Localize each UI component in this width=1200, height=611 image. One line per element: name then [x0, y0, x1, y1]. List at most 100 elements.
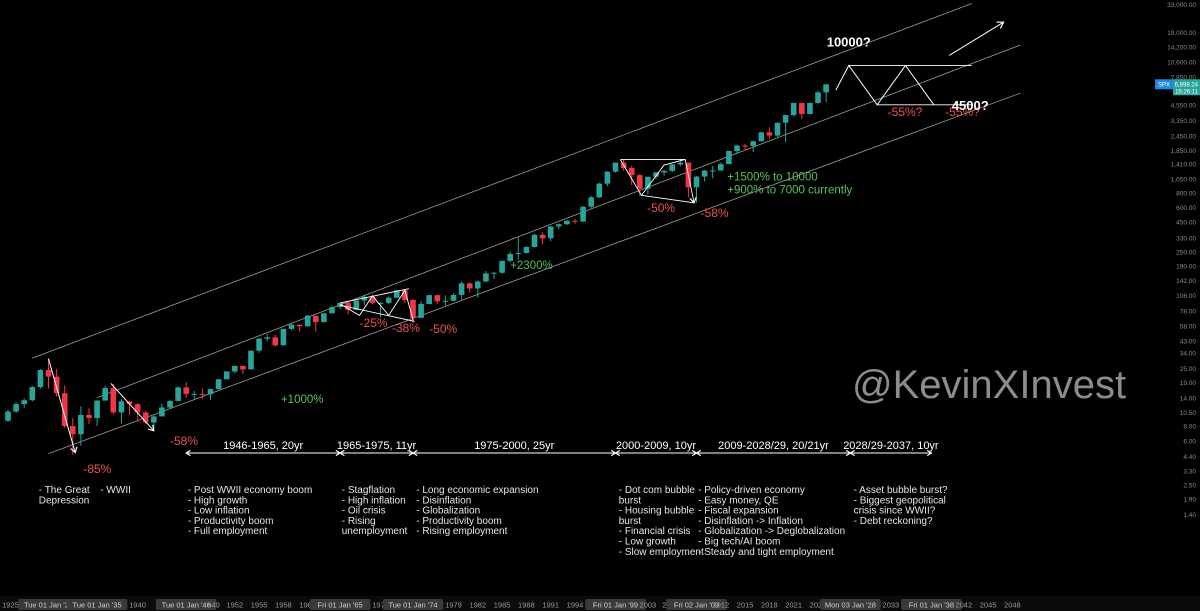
- y-tick-label: 800.00: [1176, 190, 1196, 197]
- candle-body: [677, 162, 684, 165]
- era-note-line: - Fiscal expansion: [698, 506, 779, 517]
- badge-symbol-bg: [1155, 79, 1173, 90]
- wedge-2000-arrowhead: [689, 196, 697, 204]
- candle-body: [126, 401, 133, 405]
- drawdown-label-2: -25%: [360, 316, 388, 330]
- y-tick-label: 190.00: [1176, 263, 1196, 270]
- y-tick-label: 1,050.00: [1171, 177, 1197, 184]
- era-note-line: - Big tech/AI boom: [698, 537, 780, 548]
- badge-time: 16:26:11: [1175, 89, 1199, 95]
- candle-body: [572, 220, 578, 222]
- candle-body: [207, 389, 214, 395]
- candle-body: [418, 303, 424, 318]
- trend-arrowhead: [996, 21, 1005, 29]
- y-tick-label: 10.50: [1180, 410, 1197, 417]
- x-tick-label: Tue 01 Jan '74: [388, 601, 437, 610]
- era-note-line: - Low growth: [619, 537, 676, 548]
- candle-body: [232, 365, 238, 372]
- era-note-line: - Productivity boom: [188, 516, 274, 527]
- candle-body: [288, 324, 295, 329]
- era-note-line: - Easy money, QE: [698, 495, 779, 506]
- era-arrowhead-left-3: [614, 449, 621, 457]
- era-note-6: - Policy-driven economy - Easy money, QE -…: [698, 485, 845, 558]
- candle-body: [86, 414, 92, 419]
- channel-line-upper: [32, 3, 973, 359]
- wedge-1965-bottom: [340, 304, 415, 322]
- candle-body: [434, 295, 441, 302]
- candle-body: [377, 302, 384, 304]
- candle-body: [215, 379, 222, 390]
- era-note-line: unemployment: [342, 526, 408, 537]
- x-tick-label: 1961: [299, 601, 316, 610]
- candle-body: [70, 426, 76, 435]
- x-tick-highlight: [901, 599, 962, 610]
- candle-body: [175, 387, 181, 401]
- y-tick-label: 1.90: [1183, 497, 1196, 504]
- era-label-5: 2028/29-2037, 10yr: [843, 440, 939, 452]
- candle-body: [102, 387, 108, 401]
- candle-body: [37, 370, 44, 388]
- gain-label-3: +900% to 7000 currently: [727, 184, 852, 196]
- candle-body: [94, 400, 100, 419]
- trend-arrow-line: [948, 21, 1004, 56]
- y-axis[interactable]: 33,000.00 19,000.00 14,200.00 10,600.00 7,85…: [1167, 2, 1196, 519]
- drawdown-label-7: -55%?: [888, 105, 923, 119]
- era-label-2: 1975-2000, 25yr: [474, 440, 554, 452]
- era-note-0: - The Great Depression: [39, 485, 90, 506]
- x-tick-label: Fri 02 Jan '09: [674, 601, 719, 610]
- era-label-1: 1965-1975, 11yr: [337, 440, 417, 452]
- era-note-line: - Dot com bubble: [619, 485, 696, 496]
- x-tick-label: 1985: [494, 601, 511, 610]
- candle-body: [159, 407, 165, 417]
- x-tick-highlight: [155, 599, 217, 610]
- candle-body: [167, 400, 173, 408]
- x-tick-label: 2045: [980, 601, 997, 610]
- gain-label-0: +1000%: [281, 394, 324, 406]
- candle-body: [709, 170, 716, 172]
- era-note-line: - WWII: [100, 485, 131, 496]
- y-tick-label: 3,350.00: [1171, 118, 1197, 125]
- crash-1929-arrowhead: [70, 446, 78, 454]
- annotations: -85% -58% -25% -38% -50% -50% -58% -55%? -55%? +1…: [83, 34, 988, 476]
- candle-body: [596, 183, 603, 198]
- x-tick-label: 1955: [251, 601, 268, 610]
- candles: [5, 84, 829, 455]
- era-note-line: - Rising: [342, 516, 376, 527]
- candle-body: [134, 404, 141, 413]
- candle-body: [515, 252, 522, 254]
- x-tick-label: 2021: [785, 601, 802, 610]
- era-note-line: - Biggest geopolitical: [854, 495, 946, 506]
- x-tick-label: 1958: [275, 601, 292, 610]
- x-tick-label: 1979: [445, 601, 462, 610]
- candle-body: [183, 387, 189, 394]
- candle-body: [410, 299, 416, 318]
- era-arrowhead-left-5: [849, 449, 855, 457]
- drawdown-label-6: -58%: [701, 206, 729, 220]
- candle-body: [718, 164, 724, 171]
- x-tick-label: 1952: [226, 601, 243, 610]
- candle-body: [450, 294, 457, 301]
- candle-body: [458, 283, 465, 295]
- candle-body: [345, 302, 351, 310]
- era-note-line: - Post WWII economy boom: [188, 485, 312, 496]
- drawdown-label-4: -50%: [429, 322, 457, 336]
- y-tick-label: 33,000.00: [1167, 2, 1196, 9]
- x-tick-label: Fri 01 Jan '65: [317, 601, 362, 610]
- y-tick-label: 6.00: [1183, 438, 1196, 445]
- y-tick-label: 600.00: [1176, 205, 1196, 212]
- y-tick-label: 8.00: [1183, 424, 1196, 431]
- candle-body: [110, 387, 117, 413]
- candle-body: [523, 247, 530, 253]
- candle-body: [588, 197, 594, 207]
- era-note-3: - Stagflation - High inflation - Oil crisi…: [342, 485, 408, 537]
- x-tick-highlight: [309, 599, 371, 610]
- badge-price-bg: [1173, 79, 1200, 96]
- x-tick-label: 2042: [955, 601, 972, 610]
- candle-body: [321, 313, 327, 323]
- y-tick-label: 4.40: [1183, 454, 1196, 461]
- gain-label-2: +1500% to 10000: [727, 172, 817, 184]
- era-note-line: - Productivity boom: [416, 516, 502, 527]
- watermark: @KevinXInvest: [852, 363, 1126, 407]
